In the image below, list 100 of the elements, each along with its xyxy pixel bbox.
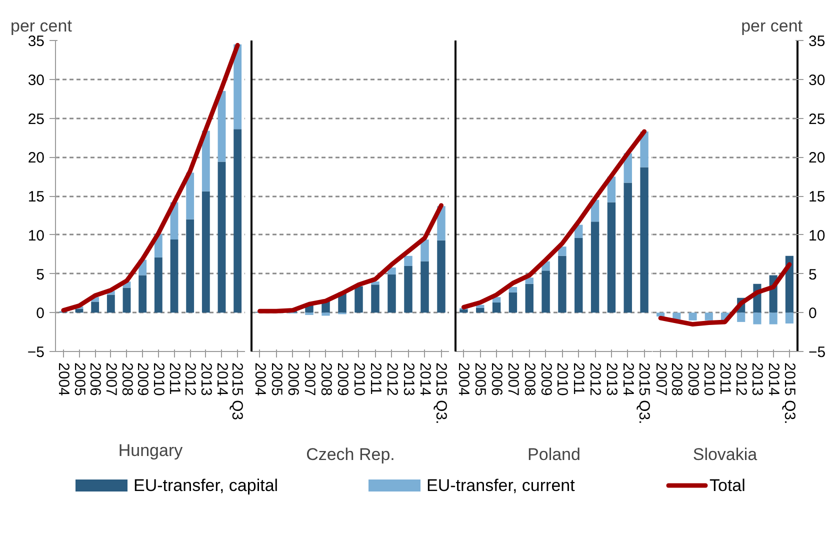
x-tick-label: 2005 [472,362,489,396]
x-tick-label: 2015 Q3. [636,362,652,424]
line-series [61,42,240,313]
bar [234,44,242,130]
x-tick-label: 2007 [300,362,318,396]
bar [91,302,100,313]
bar [640,167,648,313]
x-axis-title: Czech Rep. [306,445,395,464]
bar [170,240,178,313]
x-tick-label: 2008 [317,362,334,396]
bar [354,286,363,313]
bar [460,310,468,313]
y2-tick-label: 30 [808,72,826,89]
x-tick-label: 2007 [102,362,120,396]
bar [704,312,713,320]
x-tick-label: 2009 [684,362,702,396]
bar [371,284,380,313]
bar [122,288,131,313]
bar [106,294,115,313]
bar [558,256,566,313]
bar [404,266,412,313]
bar [769,312,778,324]
x-tick-label: 2008 [520,362,538,396]
x-tick-label: 2012 [182,362,199,396]
x-tick-label: 2007 [504,362,522,396]
y-axis-title: per cent [10,16,72,36]
x-tick-label: 2008 [118,362,136,396]
x-tick-label: 2015 Q3 [228,362,246,420]
bar [574,238,583,313]
bar [688,312,697,320]
x-tick-label: 2009 [537,362,554,396]
x-tick-label: 2009 [134,362,152,396]
x-tick-label: 2007 [652,362,670,396]
x-tick-label: 2010 [554,362,571,396]
x-tick-label: 2015 Q3. [780,362,798,424]
bar [186,172,194,220]
bar [590,222,600,313]
bar [322,312,330,316]
y-tick-label: 5 [36,266,44,284]
bar [508,286,518,292]
x-tick-label: 2013 [748,362,766,396]
x-tick-label: 2005 [70,362,88,396]
bar [186,219,194,313]
x-tick-label: 2010 [150,362,167,396]
y2-tick-label: 25 [808,110,826,128]
x-tick-label: 2011 [716,362,734,395]
bar [542,270,550,313]
bar [508,292,518,313]
y-tick-label: 0 [36,305,44,322]
bar [218,162,226,313]
bar [607,202,616,313]
bar [154,257,162,313]
x-tick-label: 2013 [197,362,214,396]
bar [202,130,210,192]
x-tick-label: 2005 [268,362,285,396]
legend-label: EU-transfer, current [426,476,576,495]
bar [737,312,746,322]
x-tick-label: 2012 [732,362,750,396]
x-tick-label: 2014 [213,362,230,396]
bar [624,182,632,313]
bar [672,312,681,320]
bar [492,302,501,313]
x-tick-label: 2013 [400,362,417,396]
bar [420,240,429,262]
x-axis-title: Slovakia [692,445,758,464]
y2-axis-title: per cent [741,16,803,36]
bar [202,191,210,313]
y-tick-label: 30 [28,72,45,89]
x-tick-label: 2010 [700,362,718,396]
y-tick-label: −5 [27,344,45,361]
x-tick-label: 2004 [251,362,268,396]
y2-tick-label: 15 [808,188,826,206]
bar [476,308,484,313]
y2-tick-label: 5 [808,266,817,284]
bar [785,312,794,324]
bar [420,261,429,313]
x-tick-label: 2013 [602,362,620,396]
bar [437,240,446,313]
line-series [658,262,792,327]
bar [785,256,794,313]
bar [753,312,762,324]
bar [138,275,147,313]
bar [525,284,534,313]
x-tick-label: 2014 [764,362,782,396]
y-tick-label: 15 [28,188,45,206]
y-tick-label: 35 [28,33,45,50]
x-tick-label: 2004 [455,362,472,396]
y-tick-label: 20 [28,150,45,167]
x-axis-title: Poland [528,445,580,464]
x-tick-label: 2006 [284,362,302,396]
bar [656,312,665,317]
x-tick-label: 2012 [383,362,400,396]
x-tick-label: 2004 [54,362,72,396]
x-tick-label: 2011 [570,362,588,395]
bar [75,308,84,313]
y2-tick-label: 35 [808,33,826,50]
x-tick-label: 2012 [586,362,604,396]
y2-tick-label: 20 [808,150,826,167]
bar [234,129,242,313]
legend-label: Total [710,476,746,495]
